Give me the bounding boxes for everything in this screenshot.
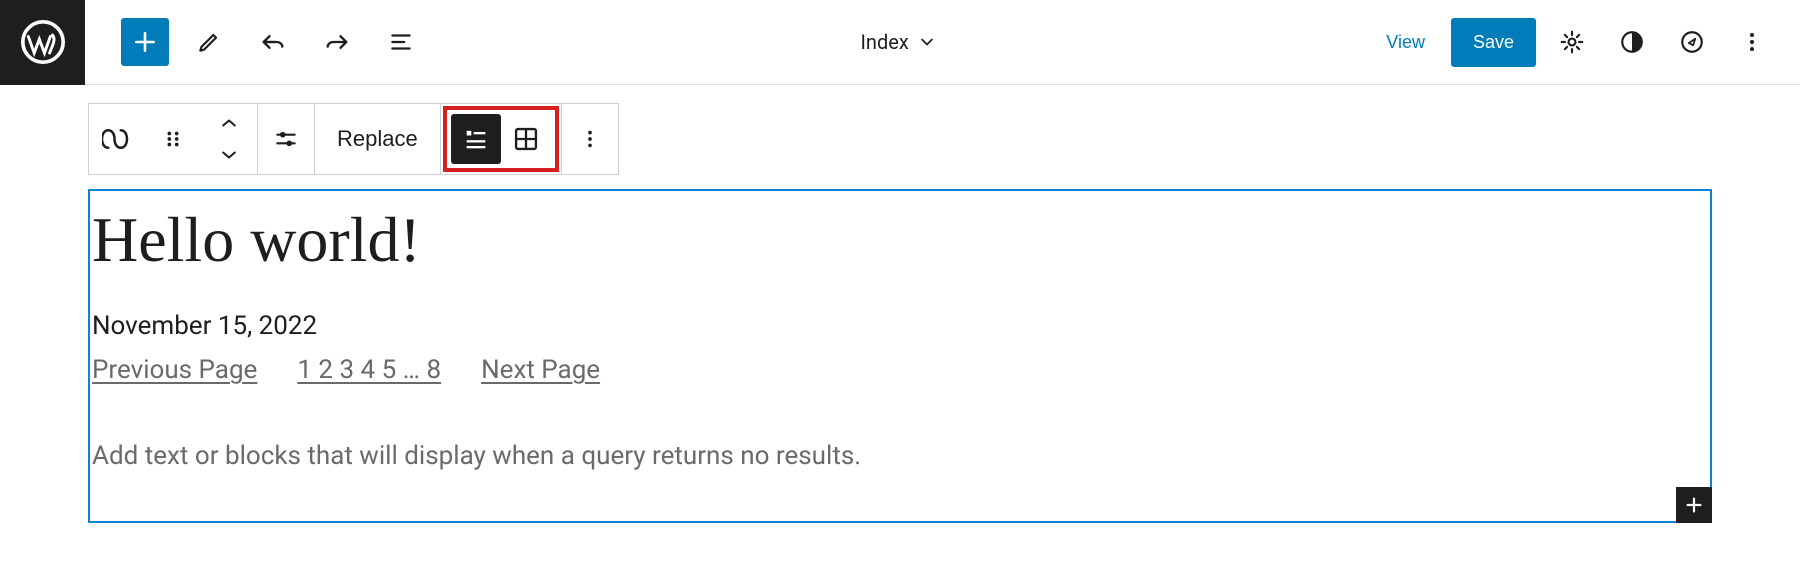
gear-icon xyxy=(1559,29,1585,55)
pagination-next[interactable]: Next Page xyxy=(481,355,600,385)
template-name: Index xyxy=(860,30,908,54)
move-up-button[interactable] xyxy=(201,107,257,139)
save-button[interactable]: Save xyxy=(1451,18,1536,67)
undo-icon xyxy=(259,28,287,56)
undo-button[interactable] xyxy=(249,18,297,66)
pagination-numbers[interactable]: 1 2 3 4 5 … 8 xyxy=(297,355,441,385)
no-results-placeholder[interactable]: Add text or blocks that will display whe… xyxy=(92,441,1708,471)
pagination-previous[interactable]: Previous Page xyxy=(92,355,257,385)
layout-grid-icon xyxy=(512,125,540,153)
drag-icon xyxy=(162,128,184,150)
move-down-button[interactable] xyxy=(201,139,257,171)
replace-button[interactable]: Replace xyxy=(315,104,440,174)
layout-list-icon xyxy=(462,125,490,153)
list-view-icon xyxy=(388,29,414,55)
compass-icon xyxy=(1679,29,1705,55)
header-right-tools: View Save xyxy=(1372,18,1800,67)
drag-handle[interactable] xyxy=(145,104,201,174)
view-button[interactable]: View xyxy=(1372,22,1439,63)
redo-button[interactable] xyxy=(313,18,361,66)
edit-tool-button[interactable] xyxy=(185,18,233,66)
redo-icon xyxy=(323,28,351,56)
block-type-button[interactable] xyxy=(89,104,145,174)
layout-switcher-highlight xyxy=(443,106,559,172)
wordpress-icon xyxy=(21,20,65,64)
block-toolbar: Replace xyxy=(88,103,619,175)
plus-icon xyxy=(132,29,158,55)
styles-button[interactable] xyxy=(1608,18,1656,66)
post-date[interactable]: November 15, 2022 xyxy=(92,311,1708,341)
add-block-button[interactable] xyxy=(121,18,169,66)
post-title[interactable]: Hello world! xyxy=(92,203,1708,277)
chevron-down-icon xyxy=(917,32,937,52)
kebab-icon xyxy=(579,128,601,150)
block-more-options[interactable] xyxy=(562,104,618,174)
query-loop-block[interactable]: Hello world! November 15, 2022 Previous … xyxy=(88,189,1712,523)
wp-logo-button[interactable] xyxy=(0,0,85,85)
editor-header: Index View Save xyxy=(0,0,1800,85)
display-settings-button[interactable] xyxy=(258,104,314,174)
list-view-button[interactable] xyxy=(377,18,425,66)
layout-list-button[interactable] xyxy=(451,114,501,164)
pencil-icon xyxy=(196,29,222,55)
header-left-tools xyxy=(85,18,425,66)
settings-button[interactable] xyxy=(1548,18,1596,66)
layout-grid-button[interactable] xyxy=(501,114,551,164)
template-selector[interactable]: Index xyxy=(425,30,1372,54)
more-options-button[interactable] xyxy=(1728,18,1776,66)
kebab-icon xyxy=(1740,30,1764,54)
chevron-down-icon xyxy=(219,148,239,162)
sliders-icon xyxy=(273,126,299,152)
editor-canvas: Replace Hello world! November 15, 2022 P… xyxy=(0,85,1800,523)
append-block-button[interactable] xyxy=(1676,487,1712,523)
styles-icon xyxy=(1619,29,1645,55)
navigation-button[interactable] xyxy=(1668,18,1716,66)
query-loop-icon xyxy=(102,124,132,154)
chevron-up-icon xyxy=(219,116,239,130)
plus-icon xyxy=(1683,494,1705,516)
pagination: Previous Page 1 2 3 4 5 … 8 Next Page xyxy=(92,355,1708,385)
